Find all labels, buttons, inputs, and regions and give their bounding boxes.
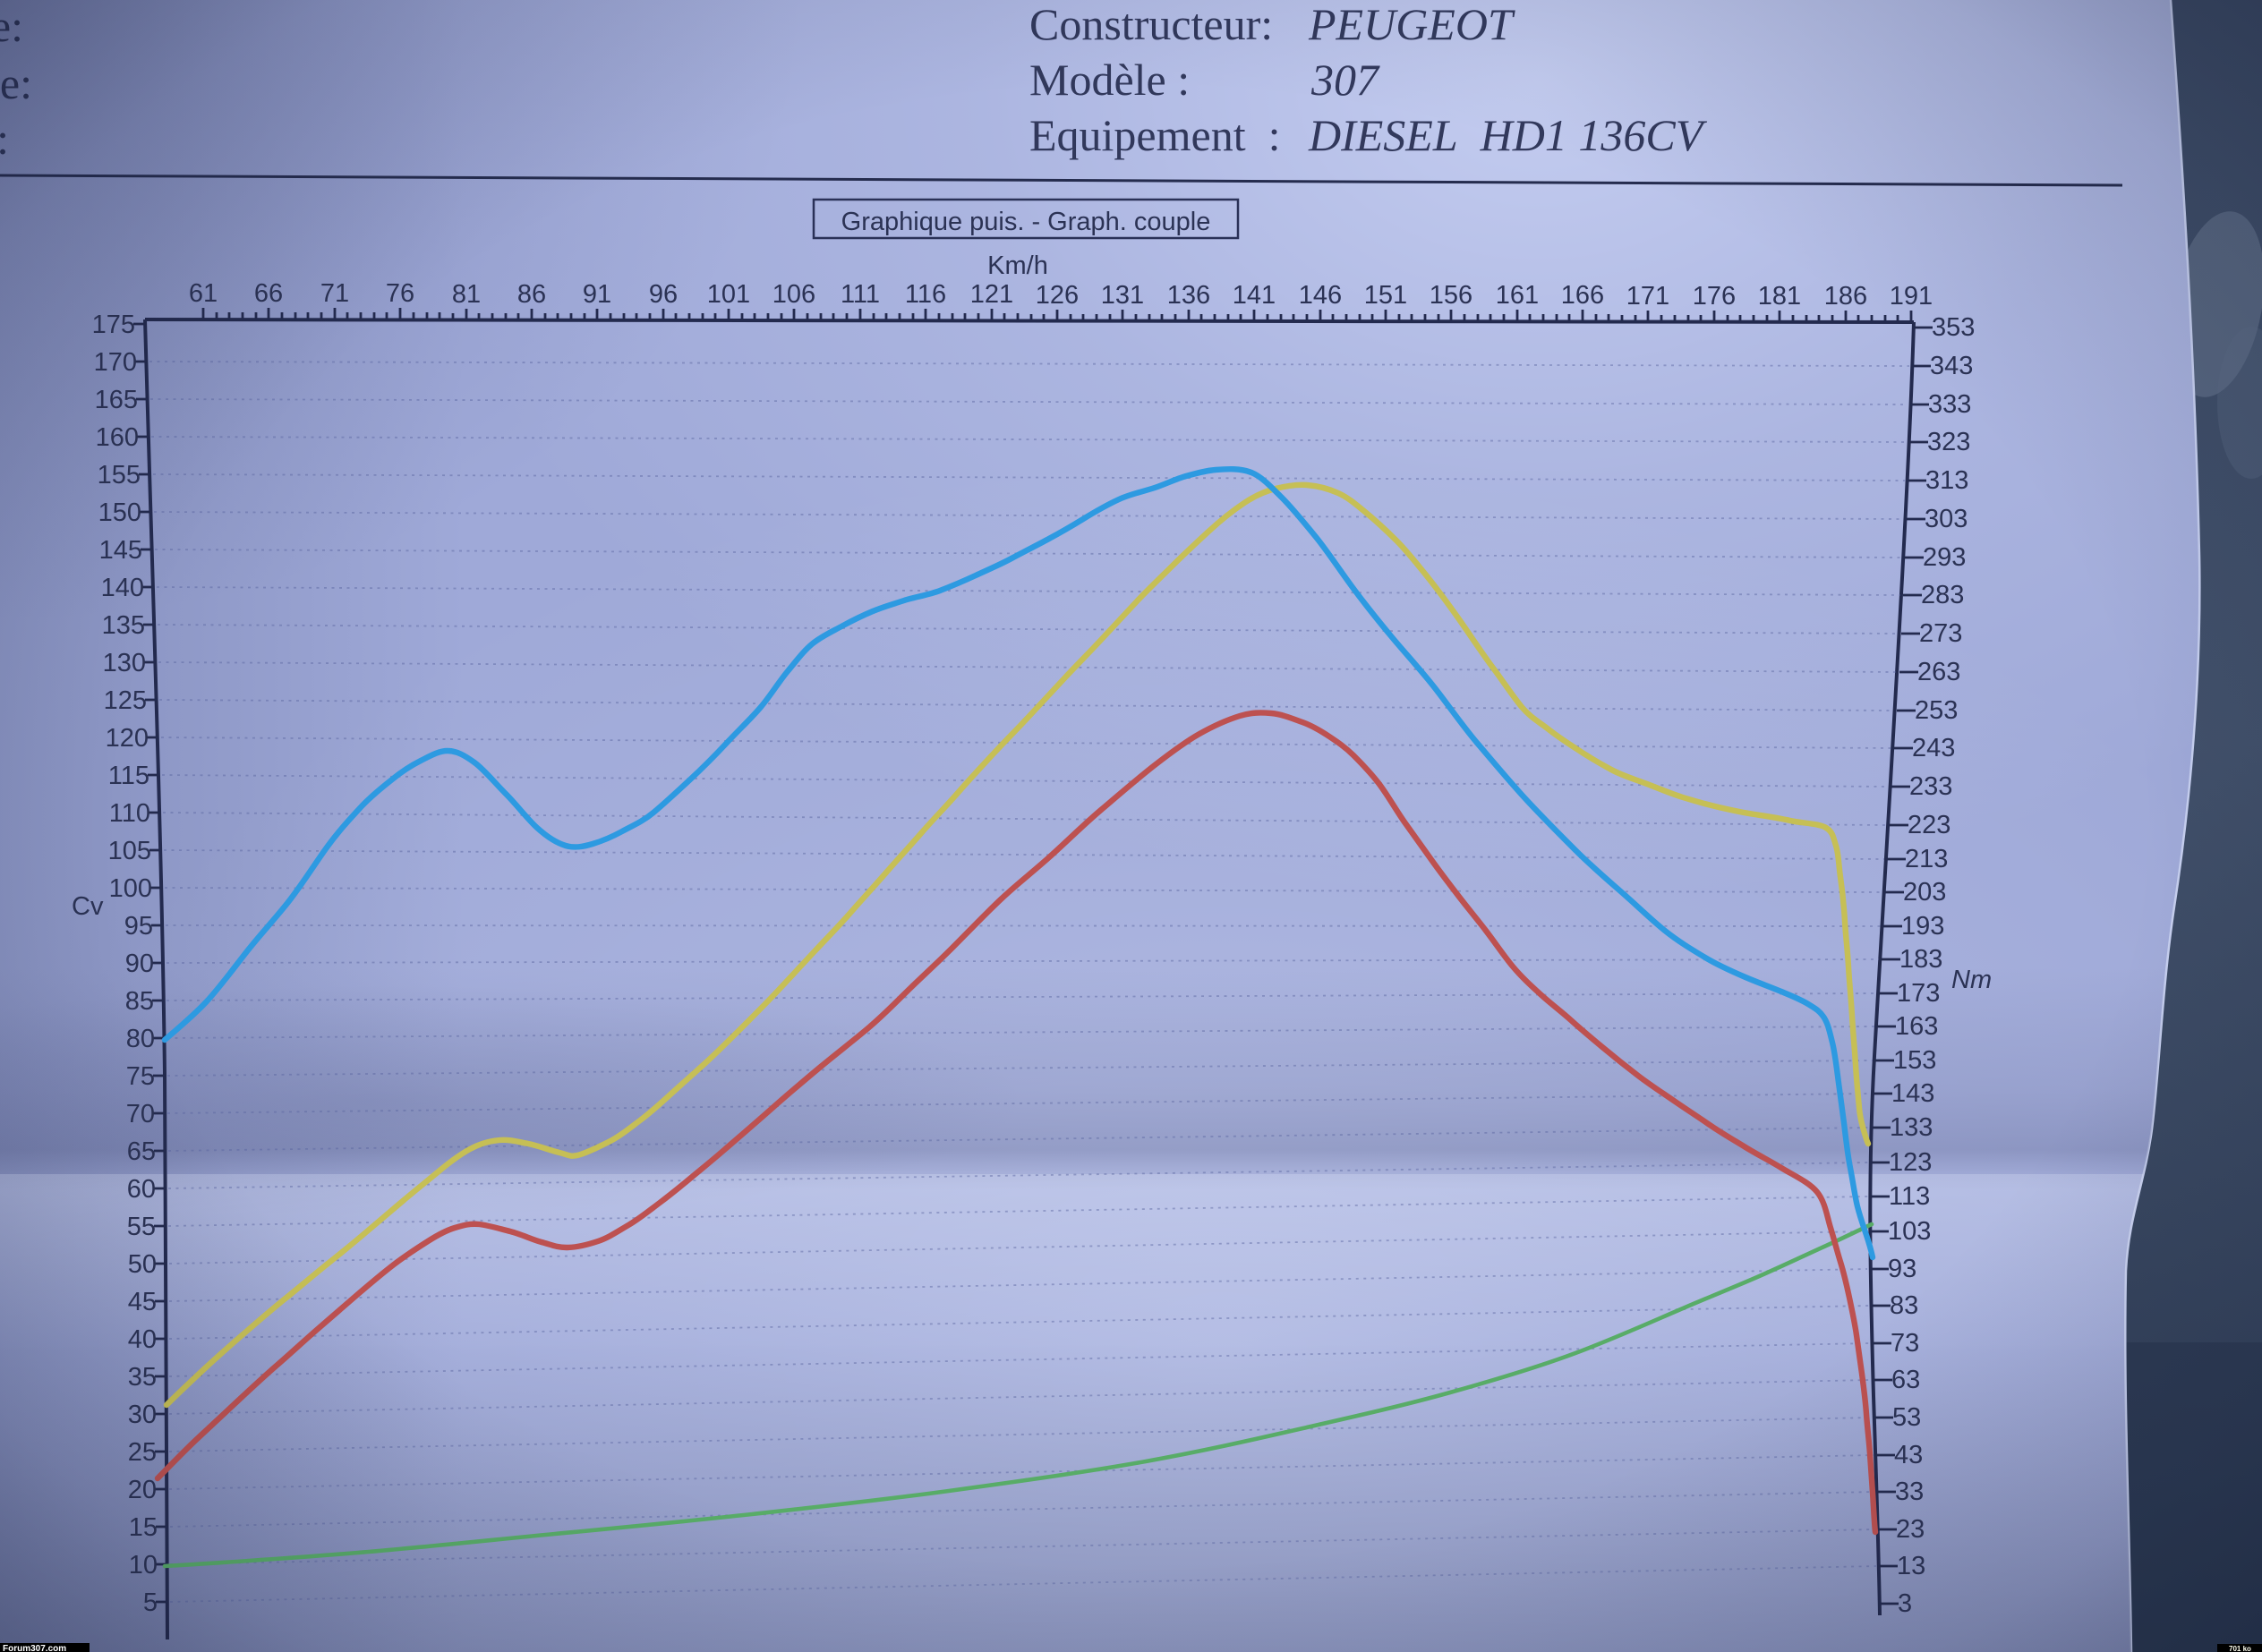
svg-text:Forum307.com: Forum307.com	[3, 1644, 66, 1652]
svg-text:701 ko: 701 ko	[2229, 1645, 2251, 1652]
